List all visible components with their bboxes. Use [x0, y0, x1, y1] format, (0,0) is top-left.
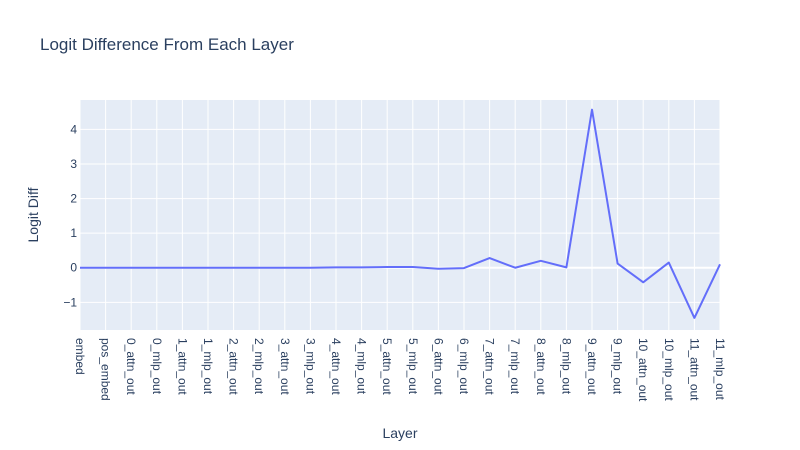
- x-tick-label: 11_attn_out: [687, 338, 701, 401]
- x-tick-label: 8_attn_out: [534, 338, 548, 395]
- x-tick-label: 3_mlp_out: [303, 338, 317, 395]
- y-tick-label: 4: [70, 122, 77, 136]
- x-tick-label: 6_attn_out: [431, 338, 445, 395]
- y-axis-ticks: −1 0 1 2 3 4: [63, 122, 77, 309]
- x-tick-label: 3_attn_out: [278, 338, 292, 395]
- x-tick-label: 11_mlp_out: [713, 338, 727, 400]
- series-group: [79, 108, 721, 319]
- x-tick-label: 9_mlp_out: [611, 338, 625, 395]
- chart-title: Logit Difference From Each Layer: [40, 35, 294, 54]
- x-tick-label: 7_mlp_out: [508, 338, 522, 395]
- x-tick-label: embed: [73, 338, 87, 375]
- x-tick-label: 5_attn_out: [380, 338, 394, 395]
- x-tick-label: 2_mlp_out: [252, 338, 266, 395]
- x-tick-label: 4_mlp_out: [355, 338, 369, 395]
- y-tick-label: 1: [70, 226, 77, 240]
- y-axis-title: Logit Diff: [25, 187, 41, 242]
- x-tick-label: 0_mlp_out: [150, 338, 164, 395]
- x-tick-label: 2_attn_out: [227, 338, 241, 395]
- y-tick-label: 0: [70, 261, 77, 275]
- x-tick-label: 6_mlp_out: [457, 338, 471, 395]
- y-tick-label: 2: [70, 192, 77, 206]
- x-tick-label: 7_attn_out: [483, 338, 497, 395]
- x-tick-label: 1_attn_out: [175, 338, 189, 395]
- x-tick-label: 1_mlp_out: [201, 338, 215, 395]
- y-tick-label: −1: [63, 295, 77, 309]
- series-line: [80, 108, 721, 319]
- x-tick-label: 10_attn_out: [636, 338, 650, 402]
- y-tick-label: 3: [70, 157, 77, 171]
- x-tick-label: 5_mlp_out: [406, 338, 420, 395]
- x-tick-label: 10_mlp_out: [662, 338, 676, 401]
- x-tick-label: 4_attn_out: [329, 338, 343, 395]
- x-tick-label: pos_embed: [99, 338, 113, 401]
- x-tick-label: 0_attn_out: [124, 338, 138, 395]
- x-tick-label: 8_mlp_out: [559, 338, 573, 395]
- x-axis-title: Layer: [382, 425, 417, 441]
- plot-area: [80, 100, 720, 330]
- x-tick-label: 9_attn_out: [585, 338, 599, 395]
- x-axis-ticks: embed pos_embed 0_attn_out 0_mlp_out 1_attn_…: [73, 338, 727, 402]
